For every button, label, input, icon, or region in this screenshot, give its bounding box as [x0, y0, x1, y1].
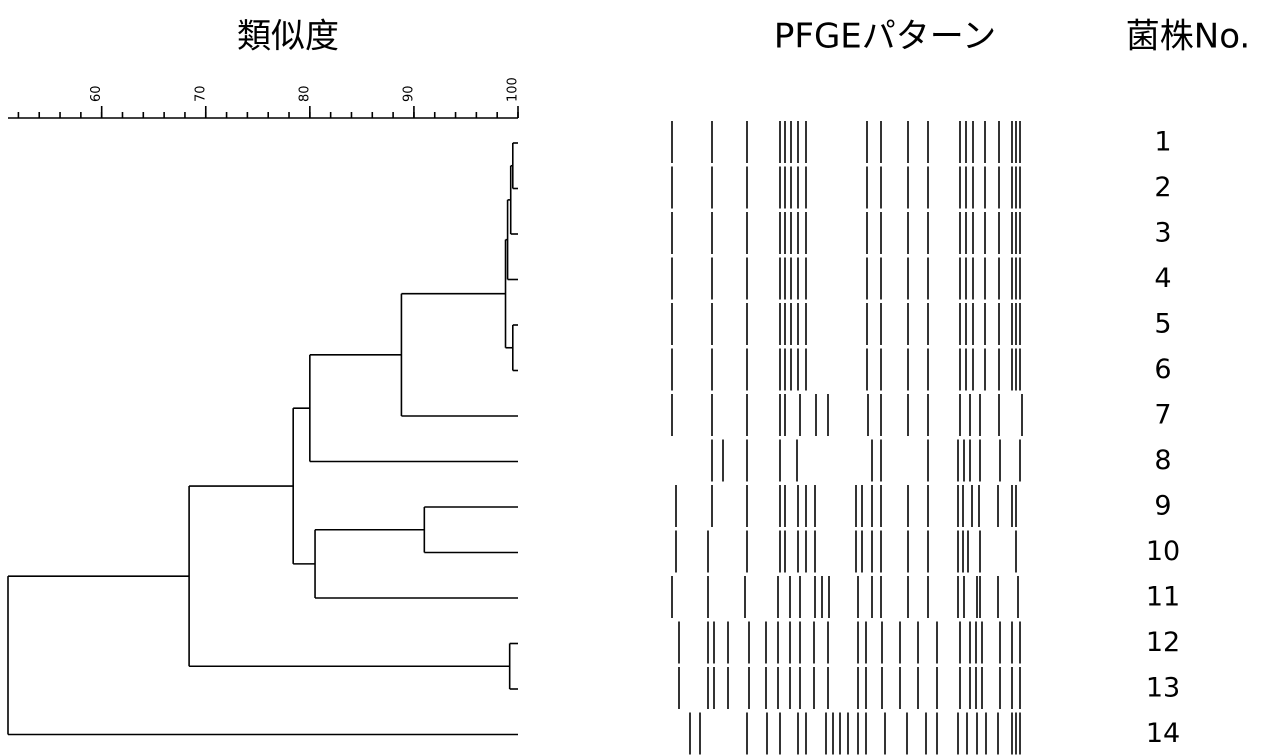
strain-number: 6 [1154, 354, 1171, 385]
strain-number: 1 [1154, 127, 1171, 158]
tick-label: 90 [401, 85, 416, 102]
strain-number: 8 [1154, 445, 1171, 476]
strain-number: 11 [1146, 582, 1180, 613]
tick-label: 80 [297, 85, 312, 102]
strain-number: 3 [1154, 218, 1171, 249]
tick-label: 60 [89, 85, 104, 102]
pfge-bands [672, 121, 1022, 755]
strain-number: 9 [1154, 491, 1171, 522]
strain-title: 菌株No. [1126, 17, 1250, 57]
strain-number: 10 [1146, 536, 1180, 567]
similarity-title: 類似度 [237, 17, 339, 57]
strain-number: 12 [1146, 627, 1180, 658]
page: {"header": {"similarity_title": "類似度", "… [0, 0, 1278, 755]
tick-label: 100 [506, 77, 521, 102]
strain-number: 5 [1154, 309, 1171, 340]
strain-number: 14 [1146, 718, 1180, 749]
strain-number: 2 [1154, 172, 1171, 203]
strain-number: 4 [1154, 263, 1171, 294]
strain-number: 7 [1154, 400, 1171, 431]
figure: 類似度 PFGEパターン 菌株No. 607080901001234567891… [0, 0, 1278, 755]
strain-number: 13 [1146, 673, 1180, 704]
pattern-title: PFGEパターン [774, 17, 996, 57]
tick-label: 70 [193, 85, 208, 102]
